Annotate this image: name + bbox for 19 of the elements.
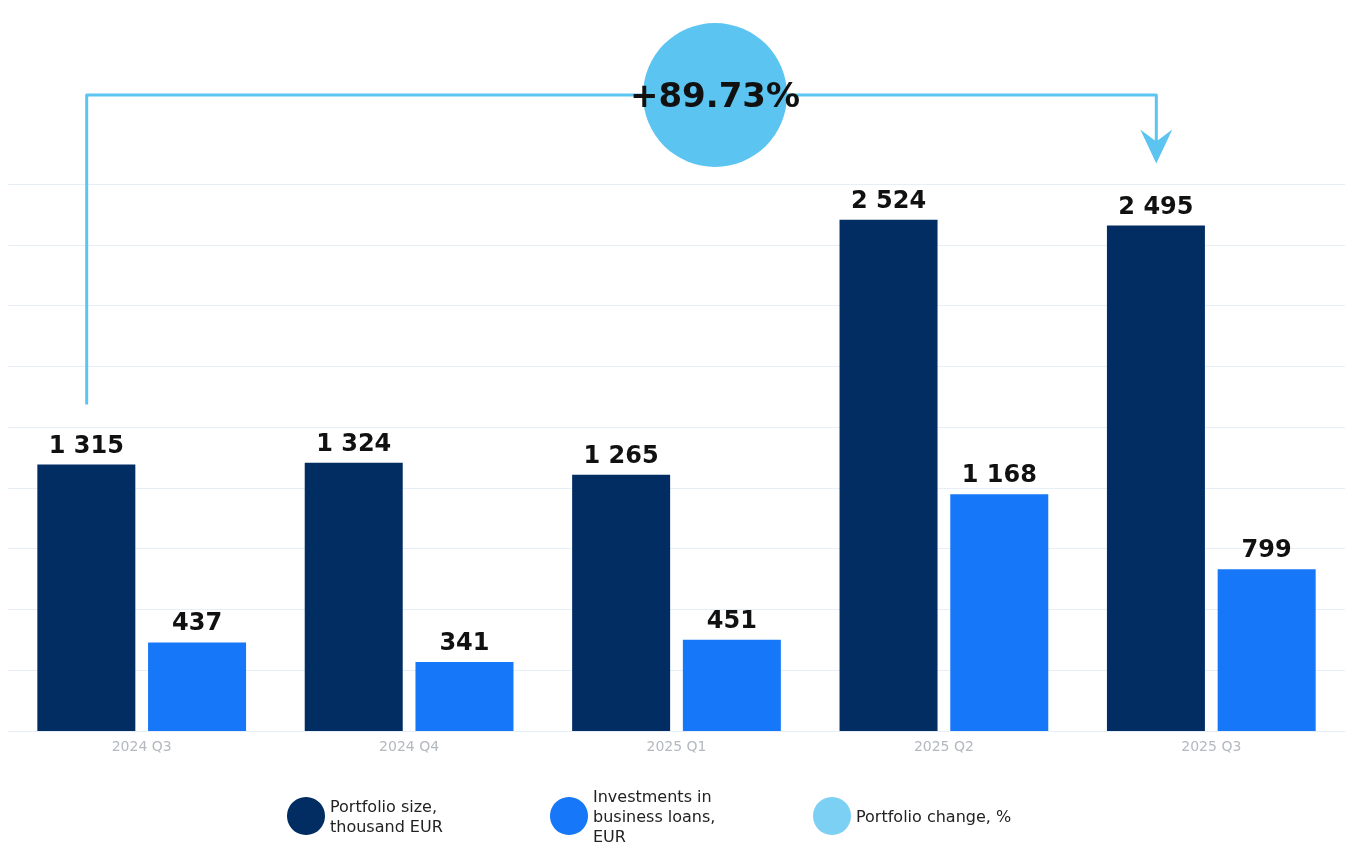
text: +89.73% (629, 75, 801, 115)
x-tick-label: 2025 Q3 (1181, 738, 1242, 754)
data-label: 2 524 (850, 185, 927, 214)
x-tick-label: 2024 Q3 (111, 738, 172, 754)
legend-label: Portfolio change, % (856, 806, 1012, 826)
x-tick-label: 2025 Q1 (646, 738, 707, 754)
data-label: 799 (1241, 535, 1292, 564)
legend-label: Portfolio size, thousand EUR (330, 796, 443, 836)
data-label: 341 (439, 627, 490, 656)
data-label: 1 168 (961, 460, 1037, 489)
legend-label: Investments in business loans, EUR (593, 786, 721, 846)
x-tick-label: 2025 Q2 (913, 738, 974, 754)
data-label: 2 495 (1118, 191, 1194, 220)
x-tick-label: 2024 Q4 (379, 738, 440, 754)
data-label: 437 (172, 608, 223, 637)
data-label: 1 315 (48, 430, 124, 459)
data-label: 451 (706, 605, 757, 634)
data-label: 1 324 (316, 428, 392, 457)
data-label: 1 265 (583, 440, 659, 469)
